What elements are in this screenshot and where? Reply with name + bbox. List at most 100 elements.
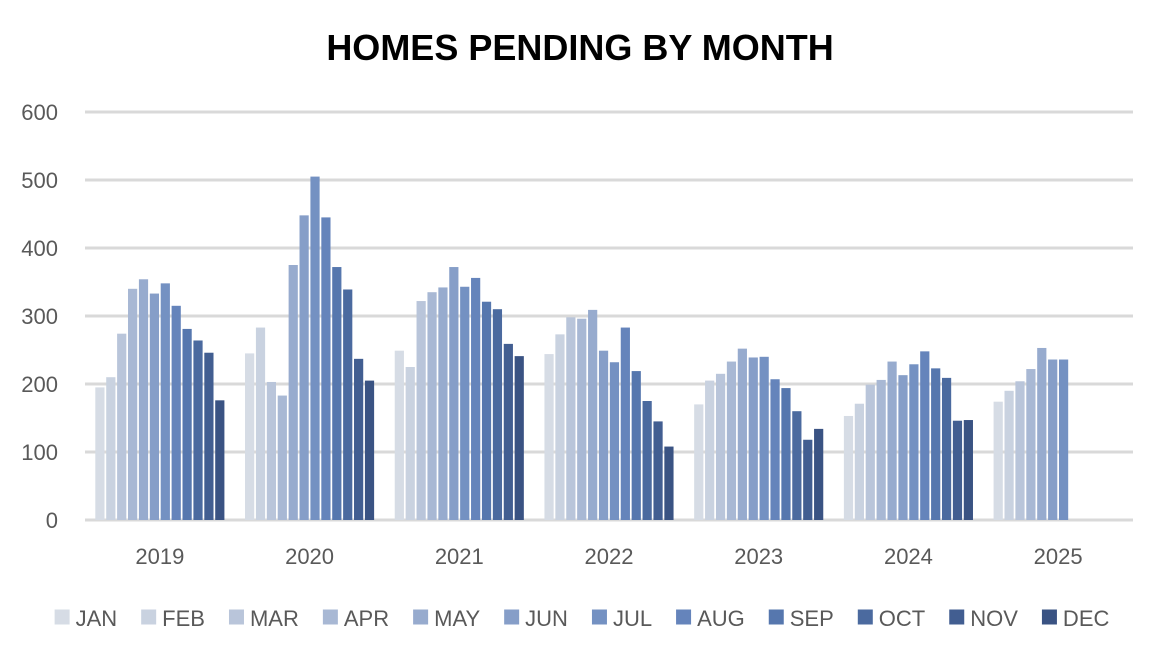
bars bbox=[95, 176, 1069, 521]
bar-2023-apr bbox=[726, 361, 737, 520]
bar-2021-sep bbox=[481, 301, 492, 520]
bar-2022-dec bbox=[664, 446, 674, 520]
bar-2024-may bbox=[887, 361, 897, 520]
x-tick-label: 2025 bbox=[1034, 544, 1083, 569]
bar-2024-aug bbox=[920, 351, 930, 520]
bar-2022-jun bbox=[598, 350, 609, 520]
bar-2019-aug bbox=[171, 305, 181, 520]
bar-2020-jul bbox=[310, 176, 320, 520]
bar-2021-may bbox=[438, 287, 448, 520]
bar-2024-jun bbox=[898, 375, 908, 520]
bar-2021-jan bbox=[394, 350, 404, 520]
legend-swatch bbox=[768, 609, 784, 625]
legend-label: OCT bbox=[879, 606, 925, 631]
bar-2020-mar bbox=[266, 381, 277, 520]
legend-swatch bbox=[1041, 609, 1057, 625]
legend-item-nov: NOV bbox=[949, 606, 1018, 631]
bar-2022-jul bbox=[609, 362, 620, 520]
bar-2023-feb bbox=[705, 380, 715, 520]
bar-2023-mar bbox=[715, 373, 726, 520]
bar-2025-jul bbox=[1058, 359, 1069, 520]
bar-2019-feb bbox=[106, 377, 116, 520]
legend-item-oct: OCT bbox=[857, 606, 925, 631]
bar-2024-apr bbox=[876, 379, 886, 520]
bar-2022-feb bbox=[555, 334, 565, 520]
bar-2022-nov bbox=[653, 421, 663, 520]
bar-2022-apr bbox=[577, 318, 587, 520]
bar-2025-mar bbox=[1015, 381, 1025, 520]
bar-2024-jul bbox=[909, 364, 919, 520]
bar-2024-nov bbox=[952, 420, 963, 520]
bar-2023-dec bbox=[814, 428, 824, 520]
x-tick-label: 2022 bbox=[585, 544, 634, 569]
bar-2021-mar bbox=[416, 301, 426, 520]
x-tick-label: 2023 bbox=[734, 544, 783, 569]
x-axis: 2019 2020 2021 2022 2023 2024 2025 bbox=[135, 544, 1082, 569]
bar-2019-oct bbox=[193, 340, 203, 520]
bar-2020-apr bbox=[277, 395, 287, 520]
bar-2020-may bbox=[288, 265, 298, 520]
bar-2021-jul bbox=[460, 286, 470, 520]
bar-2023-jan bbox=[694, 404, 704, 520]
bar-2025-jun bbox=[1048, 359, 1058, 520]
gridlines bbox=[85, 110, 1133, 522]
legend-label: AUG bbox=[697, 606, 745, 631]
legend-label: MAR bbox=[250, 606, 299, 631]
y-tick-label: 100 bbox=[21, 440, 58, 465]
bar-2023-aug bbox=[770, 379, 780, 520]
bar-2022-aug bbox=[620, 327, 630, 520]
bar-2024-feb bbox=[854, 403, 864, 520]
bar-2019-jan bbox=[95, 387, 105, 520]
bar-2024-sep bbox=[931, 368, 941, 520]
bar-2020-aug bbox=[321, 217, 331, 520]
y-tick-label: 200 bbox=[21, 372, 58, 397]
legend-swatch bbox=[504, 609, 520, 625]
legend-label: JAN bbox=[76, 606, 118, 631]
bar-2023-oct bbox=[792, 411, 802, 520]
legend-item-mar: MAR bbox=[228, 606, 299, 631]
bar-2025-jan bbox=[993, 401, 1003, 520]
x-tick-label: 2021 bbox=[435, 544, 484, 569]
legend-swatch bbox=[949, 609, 965, 625]
x-tick-label: 2019 bbox=[135, 544, 184, 569]
bar-2023-may bbox=[737, 348, 747, 520]
legend-label: APR bbox=[344, 606, 389, 631]
bar-2020-sep bbox=[332, 267, 342, 520]
legend-item-apr: APR bbox=[322, 606, 389, 631]
bar-2019-jun bbox=[149, 293, 160, 520]
legend-swatch bbox=[413, 609, 429, 625]
legend-swatch bbox=[228, 609, 244, 625]
legend-item-sep: SEP bbox=[768, 606, 834, 631]
x-tick-label: 2020 bbox=[285, 544, 334, 569]
bar-2019-sep bbox=[182, 328, 192, 520]
bar-2024-oct bbox=[941, 377, 952, 520]
legend-label: FEB bbox=[162, 606, 205, 631]
bar-2019-may bbox=[138, 279, 149, 520]
bar-2021-feb bbox=[405, 367, 415, 520]
bar-2025-feb bbox=[1004, 390, 1014, 520]
legend-item-aug: AUG bbox=[676, 606, 745, 631]
legend-label: JUL bbox=[613, 606, 652, 631]
bar-2021-oct bbox=[492, 309, 503, 520]
bar-2022-oct bbox=[642, 401, 652, 520]
bar-2021-nov bbox=[503, 343, 513, 520]
legend-item-jun: JUN bbox=[504, 606, 568, 631]
legend-label: NOV bbox=[970, 606, 1018, 631]
bar-2021-jun bbox=[449, 267, 459, 520]
bar-2020-nov bbox=[354, 358, 364, 520]
bar-2024-mar bbox=[865, 384, 875, 520]
y-tick-label: 0 bbox=[46, 508, 58, 533]
bar-2019-apr bbox=[128, 288, 138, 520]
bar-2022-may bbox=[588, 309, 598, 520]
legend-item-jul: JUL bbox=[591, 606, 652, 631]
legend-label: SEP bbox=[790, 606, 834, 631]
chart-title: HOMES PENDING BY MONTH bbox=[326, 27, 833, 68]
bar-2023-sep bbox=[781, 388, 791, 520]
legend-item-may: MAY bbox=[413, 606, 480, 631]
bar-2019-nov bbox=[204, 352, 214, 520]
y-tick-label: 600 bbox=[21, 100, 58, 125]
legend: JAN FEB MAR APR MAY JUN JUL AUG SEP OCT NOV DEC bbox=[54, 606, 1109, 631]
bar-2020-dec bbox=[364, 380, 375, 520]
